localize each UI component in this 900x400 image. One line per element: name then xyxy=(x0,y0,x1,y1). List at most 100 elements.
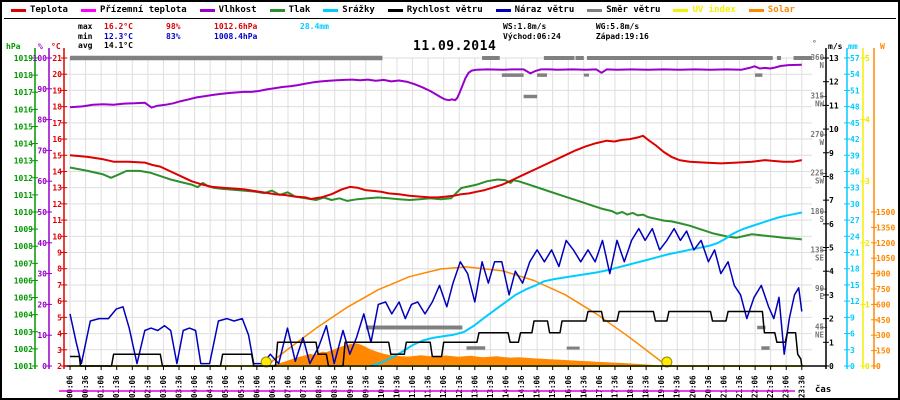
axis-label: 80 xyxy=(37,116,47,125)
axis-label: 13:36 xyxy=(486,375,495,398)
axis-label: 42 xyxy=(850,135,860,144)
legend-label: Vlhkost xyxy=(218,5,257,15)
axis-label: 21 xyxy=(850,249,860,258)
axis-label: 18:06 xyxy=(626,375,635,398)
legend-item: Teplota xyxy=(11,5,68,15)
axis-label: 54 xyxy=(850,70,860,79)
legend-label: Tlak xyxy=(288,5,311,15)
legend-item: Srážky xyxy=(323,5,375,15)
series-vlhkost xyxy=(69,63,802,109)
axis-label: 39 xyxy=(850,151,860,160)
axis-label: 13 xyxy=(52,184,62,193)
axis-label: ° xyxy=(812,39,817,48)
axis-label: 19 xyxy=(52,86,62,95)
axis-label: 11 xyxy=(52,216,62,225)
axis-label: 0 xyxy=(42,362,47,371)
axis-label: 33 xyxy=(850,184,860,193)
sun-marker-icon xyxy=(260,356,272,368)
axis-label: 1018 xyxy=(14,71,33,80)
sun-marker-icon xyxy=(661,356,673,368)
legend-label: Teplota xyxy=(30,5,68,15)
axis-label: 90 xyxy=(815,284,825,293)
axis-label: 20:06 xyxy=(688,375,697,398)
axis-label: 07:36 xyxy=(299,375,308,398)
axis-label: NE xyxy=(815,331,825,340)
axis-label: 8 xyxy=(57,265,62,274)
axis-label: 02:36 xyxy=(143,375,152,398)
axis-label: 03:36 xyxy=(175,375,184,398)
axis-label: 5 xyxy=(57,313,62,322)
legend-item: UV index xyxy=(673,5,736,15)
axis-label: 10 xyxy=(829,125,839,134)
axis-label: 18 xyxy=(52,103,62,112)
sun-info-row: Východ:06:24 Západ:19:16 xyxy=(503,32,649,42)
axis-label: 21:06 xyxy=(719,375,728,398)
axis-label: 4 xyxy=(57,330,62,339)
axis-label: 6 xyxy=(850,330,855,339)
axis-label: 16 xyxy=(52,135,62,144)
axis-label: 90 xyxy=(37,85,47,94)
axis-label: NW xyxy=(815,100,825,109)
wind-and-sun-info: WS:1.8m/s WG:5.8m/s Východ:06:24 Západ:1… xyxy=(503,22,649,42)
axis-label: 450 xyxy=(876,316,891,325)
legend-swatch-icon xyxy=(673,8,689,12)
axis-label: 21:36 xyxy=(735,375,744,398)
axis-label: 19:06 xyxy=(657,375,666,398)
axis-label: 1015 xyxy=(14,122,33,131)
legend-swatch-icon xyxy=(748,8,764,12)
axis-label: 0 xyxy=(865,362,870,371)
axis-label: 40 xyxy=(37,239,47,248)
legend-swatch-icon xyxy=(323,8,339,12)
sunset-time: Západ:19:16 xyxy=(595,32,649,41)
axis-label: 10 xyxy=(37,331,47,340)
axis-label: 8 xyxy=(829,172,834,181)
axis-label: m/s xyxy=(828,42,843,51)
axis-label: 70 xyxy=(37,146,47,155)
axis-label: 1005 xyxy=(14,294,33,303)
axis-label: 11:06 xyxy=(408,375,417,398)
axis-label: 60 xyxy=(37,177,47,186)
axis-label: 6 xyxy=(57,297,62,306)
axis-label: 12 xyxy=(850,297,860,306)
axis-label: 300 xyxy=(876,331,891,340)
axis-label: 360 xyxy=(810,53,824,62)
axis-label: 2 xyxy=(57,362,62,371)
axis-label: 12 xyxy=(52,200,62,209)
axis-label: 1014 xyxy=(14,140,33,149)
axis-label: 4 xyxy=(865,116,870,125)
axis-label: 1004 xyxy=(14,311,33,320)
axis-label: 3 xyxy=(865,177,870,186)
axis-label: 27 xyxy=(850,216,860,225)
legend-item: Tlak xyxy=(269,5,311,15)
stats-min-label: min xyxy=(78,31,93,41)
axis-label: 08:06 xyxy=(315,375,324,398)
axis-label: 06:36 xyxy=(268,375,277,398)
legend: Teplota Přízemní teplota Vlhkost Tlak Srážky… xyxy=(4,2,896,19)
axis-label: 50 xyxy=(37,208,47,217)
axis-label: 51 xyxy=(850,86,860,95)
axis-label: 00:06 xyxy=(66,375,75,398)
axis-label: 10:36 xyxy=(392,375,401,398)
legend-label: Rychlost větru xyxy=(406,5,483,15)
legend-label: Směr větru xyxy=(606,5,661,15)
axis-label: 30 xyxy=(37,270,47,279)
legend-label: Solar xyxy=(767,5,795,15)
axis-label: 9 xyxy=(829,149,834,158)
axis-label: 1500 xyxy=(876,208,895,217)
axis-label: 1012 xyxy=(14,174,33,183)
legend-label: Náraz větru xyxy=(514,5,575,15)
axis-label: 03:06 xyxy=(159,375,168,398)
axis-label: 07:06 xyxy=(283,375,292,398)
axis-label: 600 xyxy=(876,300,891,309)
stats-min-pressure: 1008.4hPa xyxy=(214,31,258,41)
axis-label: 09:36 xyxy=(361,375,370,398)
axis-label: 150 xyxy=(876,347,891,356)
axis-label: 1013 xyxy=(14,157,33,166)
axis-label: 225 xyxy=(810,169,824,178)
axis-label: 0 xyxy=(850,362,855,371)
axis-label: 15 xyxy=(850,281,860,290)
axis-label: 9 xyxy=(850,313,855,322)
axis-label: čas xyxy=(815,384,831,395)
stats-max-label: max xyxy=(78,22,93,31)
